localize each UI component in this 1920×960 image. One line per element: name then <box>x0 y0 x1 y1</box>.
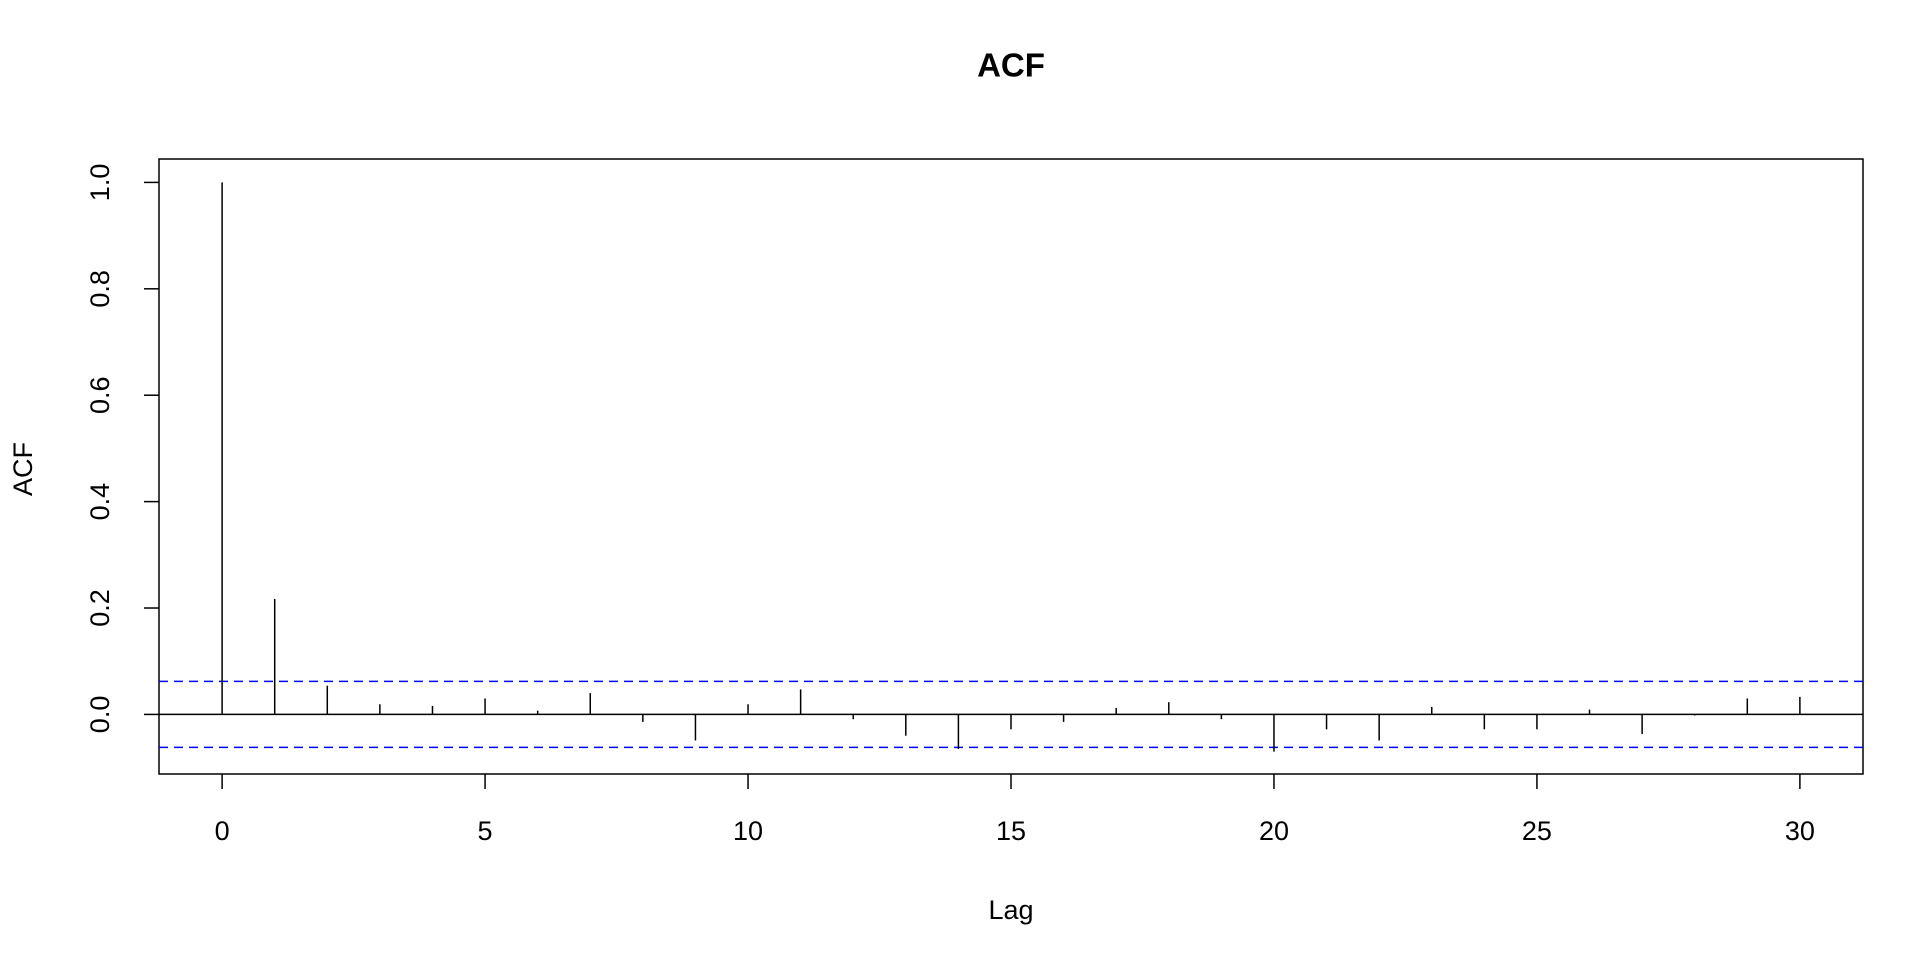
x-tick-label: 20 <box>1259 816 1289 846</box>
y-tick-label: 0.4 <box>85 483 115 521</box>
x-tick-label: 10 <box>733 816 763 846</box>
x-tick-label: 0 <box>215 816 230 846</box>
y-tick-label: 0.6 <box>85 376 115 414</box>
chart-title: ACF <box>977 47 1045 84</box>
y-tick-label: 0.2 <box>85 589 115 627</box>
x-tick-label: 15 <box>996 816 1026 846</box>
x-tick-label: 25 <box>1522 816 1552 846</box>
x-tick-label: 30 <box>1785 816 1815 846</box>
y-tick-label: 0.0 <box>85 696 115 734</box>
x-tick-label: 5 <box>478 816 493 846</box>
y-axis-label: ACF <box>8 442 38 496</box>
y-tick-label: 0.8 <box>85 270 115 308</box>
y-tick-label: 1.0 <box>85 164 115 202</box>
x-axis-label: Lag <box>988 895 1033 925</box>
